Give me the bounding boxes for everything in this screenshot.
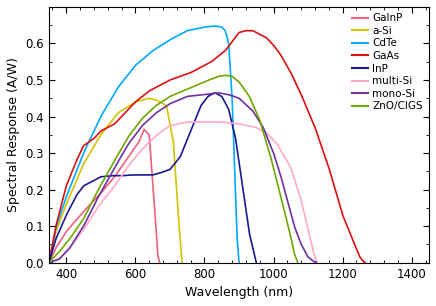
CdTe — [236, 261, 242, 264]
multi-Si — [277, 147, 283, 151]
a-Si — [146, 96, 152, 100]
a-Si — [127, 104, 133, 107]
a-Si — [131, 101, 136, 105]
GaInP — [130, 149, 136, 152]
mono-Si — [216, 91, 221, 95]
ZnO/CIGS — [235, 79, 241, 83]
mono-Si — [250, 109, 255, 113]
GaAs — [248, 29, 253, 32]
GaInP — [157, 261, 162, 264]
mono-Si — [314, 261, 320, 264]
InP — [59, 224, 65, 227]
GaAs — [362, 261, 368, 264]
mono-Si — [202, 93, 207, 96]
Line: InP: InP — [49, 93, 256, 263]
multi-Si — [209, 120, 215, 124]
ZnO/CIGS — [198, 82, 203, 86]
multi-Si — [202, 120, 208, 124]
CdTe — [46, 261, 51, 264]
mono-Si — [209, 92, 214, 95]
ZnO/CIGS — [261, 131, 266, 135]
mono-Si — [217, 91, 222, 95]
mono-Si — [63, 251, 68, 254]
GaInP — [142, 128, 147, 132]
GaAs — [66, 179, 71, 183]
Legend: GaInP, a-Si, CdTe, GaAs, InP, multi-Si, mono-Si, ZnO/CIGS: GaInP, a-Si, CdTe, GaAs, InP, multi-Si, … — [351, 12, 424, 113]
GaAs — [46, 261, 51, 264]
Y-axis label: Spectral Response (A/W): Spectral Response (A/W) — [7, 57, 20, 212]
Line: GaAs: GaAs — [49, 31, 365, 263]
InP — [204, 97, 209, 101]
GaAs — [243, 29, 249, 32]
InP — [225, 106, 230, 109]
GaInP — [141, 128, 146, 131]
GaInP — [113, 173, 119, 177]
CdTe — [212, 24, 218, 28]
GaInP — [117, 168, 122, 172]
a-Si — [179, 261, 184, 264]
a-Si — [54, 226, 60, 230]
a-Si — [46, 261, 51, 264]
a-Si — [147, 97, 153, 100]
mono-Si — [46, 261, 51, 264]
Line: a-Si: a-Si — [49, 98, 182, 263]
multi-Si — [46, 261, 51, 264]
InP — [178, 153, 184, 157]
GaInP — [53, 246, 58, 250]
InP — [167, 168, 172, 172]
ZnO/CIGS — [205, 79, 210, 83]
multi-Si — [63, 251, 68, 254]
ZnO/CIGS — [61, 244, 67, 248]
InP — [46, 261, 51, 264]
ZnO/CIGS — [191, 85, 196, 88]
Line: CdTe: CdTe — [49, 26, 239, 263]
InP — [172, 162, 177, 165]
multi-Si — [185, 120, 190, 124]
CdTe — [210, 24, 215, 28]
InP — [254, 261, 259, 264]
GaInP — [111, 177, 116, 180]
Line: ZnO/CIGS: ZnO/CIGS — [49, 75, 298, 263]
GaAs — [230, 39, 235, 43]
GaAs — [319, 145, 324, 148]
multi-Si — [314, 261, 320, 264]
ZnO/CIGS — [223, 73, 228, 77]
GaAs — [238, 30, 244, 34]
Line: multi-Si: multi-Si — [49, 122, 317, 263]
InP — [212, 91, 218, 95]
X-axis label: Wavelength (nm): Wavelength (nm) — [185, 286, 293, 299]
a-Si — [161, 102, 166, 106]
ZnO/CIGS — [295, 261, 300, 264]
CdTe — [58, 212, 63, 215]
multi-Si — [250, 125, 255, 129]
Line: GaInP: GaInP — [49, 129, 160, 263]
CdTe — [157, 45, 162, 48]
CdTe — [191, 28, 196, 31]
mono-Si — [277, 171, 283, 175]
multi-Si — [217, 120, 222, 124]
a-Si — [124, 106, 129, 110]
CdTe — [162, 42, 167, 45]
GaInP — [46, 261, 51, 264]
GaAs — [286, 68, 292, 72]
ZnO/CIGS — [46, 261, 51, 264]
CdTe — [167, 38, 173, 42]
Line: mono-Si: mono-Si — [49, 93, 317, 263]
